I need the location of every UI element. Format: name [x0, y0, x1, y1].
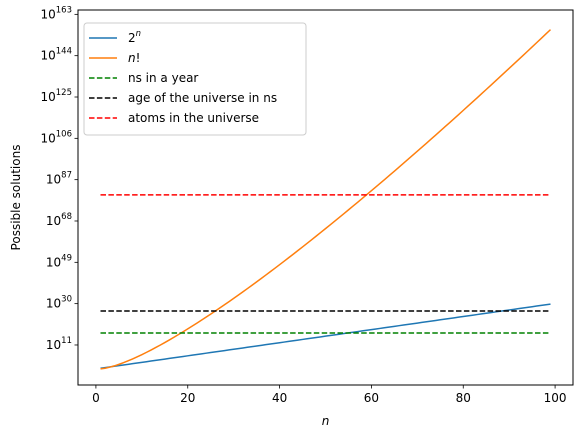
y-tick-label: 1087 — [46, 171, 72, 187]
y-tick-label: 1068 — [46, 212, 72, 228]
legend-entry: ns in a year — [128, 71, 198, 85]
legend-entry: age of the universe in ns — [128, 91, 277, 105]
series-line-1 — [100, 303, 551, 369]
y-tick-label: 10106 — [40, 129, 72, 145]
x-axis: 0 20 40 60 80 100 — [92, 385, 567, 405]
y-tick-label: 1011 — [46, 336, 72, 352]
legend-entry: atoms in the universe — [128, 111, 259, 125]
plot-frame — [77, 9, 574, 386]
x-tick-label: 100 — [544, 391, 567, 405]
legend-box — [83, 22, 307, 136]
y-tick-label: 1030 — [46, 295, 72, 311]
series-layer — [100, 29, 552, 370]
x-tick-label: 0 — [92, 391, 100, 405]
y-tick-label: 10125 — [40, 88, 72, 104]
legend-entry: 2n — [128, 29, 141, 45]
legend: 2n n! ns in a year age of the universe in n… — [83, 22, 307, 136]
legend-entry: n! — [128, 51, 140, 65]
x-tick-label: 80 — [456, 391, 471, 405]
x-tick-label: 60 — [364, 391, 379, 405]
y-tick-label: 10144 — [40, 47, 72, 63]
y-tick-label: 10163 — [40, 5, 72, 21]
y-tick-label: 1049 — [46, 253, 72, 269]
y-axis-label: Possible solutions — [9, 145, 23, 251]
y-axis: 1011 1030 1049 1068 1087 10106 10125 10144 10163 — [40, 5, 78, 352]
x-tick-label: 20 — [180, 391, 195, 405]
series-line-2 — [100, 29, 552, 370]
x-axis-label: n — [322, 414, 330, 428]
x-tick-label: 40 — [272, 391, 287, 405]
